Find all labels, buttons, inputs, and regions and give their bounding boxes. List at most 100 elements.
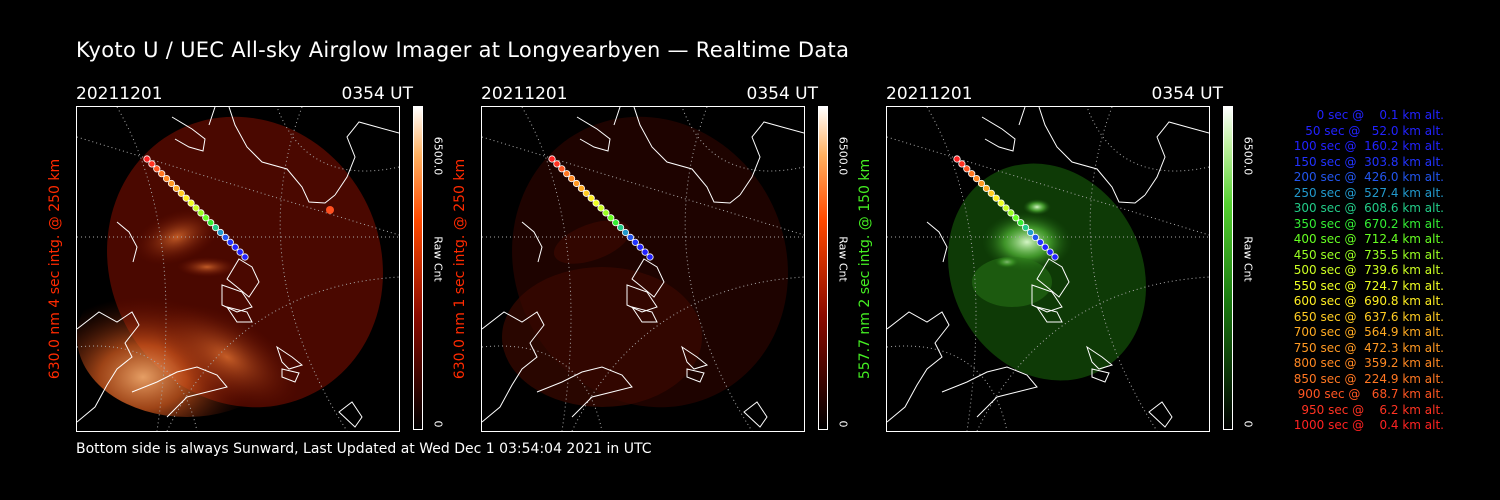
coastline <box>338 401 363 428</box>
track-point <box>997 199 1005 207</box>
coastline <box>221 284 253 313</box>
track-point <box>982 184 991 193</box>
track-point <box>1012 214 1020 222</box>
legend-row: 250 sec @ 527.4 km alt. <box>1289 185 1444 200</box>
allsky-image-canvas <box>887 107 1209 431</box>
track-point <box>973 175 981 183</box>
legend-row: 400 sec @ 712.4 km alt. <box>1289 232 1444 246</box>
trajectory-track <box>953 155 1059 261</box>
track-point <box>1031 233 1039 241</box>
track-point <box>587 194 595 202</box>
graticule-line <box>279 107 348 431</box>
track-point <box>621 228 630 237</box>
track-point <box>558 165 566 173</box>
legend-row: 850 sec @ 224.9 km alt. <box>1289 371 1444 386</box>
map-overlay <box>482 107 804 431</box>
track-point <box>172 184 181 193</box>
track-point <box>1022 224 1030 232</box>
track-point <box>568 175 576 183</box>
coastline <box>521 221 543 263</box>
track-point <box>207 219 215 227</box>
track-point <box>216 228 225 237</box>
coastline <box>1144 121 1209 196</box>
track-point <box>1007 209 1015 217</box>
panel-time: 0354 UT <box>341 84 414 104</box>
track-point <box>626 233 634 241</box>
track-point <box>612 219 620 227</box>
track-point <box>143 155 151 163</box>
track-point <box>563 170 571 178</box>
track-point <box>953 155 961 163</box>
legend-row: 600 sec @ 690.8 km alt. <box>1289 294 1444 308</box>
track-point <box>197 209 205 217</box>
track-point <box>602 209 610 217</box>
panel-channel-label: 630.0 nm 1 sec intg. @ 250 km <box>452 158 468 380</box>
track-point <box>153 165 161 173</box>
track-point <box>1026 228 1035 237</box>
page-title: Kyoto U / UEC All-sky Airglow Imager at … <box>76 38 850 62</box>
graticule-line <box>681 107 804 172</box>
legend-row: 650 sec @ 637.6 km alt. <box>1289 309 1444 324</box>
track-point <box>187 199 195 207</box>
coastline <box>1036 258 1070 298</box>
allsky-image-canvas <box>77 107 399 431</box>
panel-time: 0354 UT <box>1151 84 1224 104</box>
colorbar <box>1223 106 1233 430</box>
track-point <box>221 233 229 241</box>
colorbar-gradient <box>414 107 422 429</box>
legend-row: 300 sec @ 608.6 km alt. <box>1289 201 1444 215</box>
track-point <box>572 179 581 188</box>
coastline <box>686 368 705 383</box>
track-point <box>148 160 156 168</box>
coastline <box>1086 345 1114 370</box>
graticule-line <box>1086 107 1209 172</box>
legend-row: 550 sec @ 724.7 km alt. <box>1289 278 1444 293</box>
footer-status: Bottom side is always Sunward, Last Upda… <box>76 441 652 457</box>
track-point <box>1036 238 1044 246</box>
track-point <box>1002 204 1010 212</box>
coastline <box>613 107 741 204</box>
coastline <box>208 107 336 204</box>
colorbar-gradient <box>819 107 827 429</box>
coastline <box>116 221 138 263</box>
track-point <box>202 214 210 222</box>
graticule-line <box>887 136 1209 236</box>
legend-row: 50 sec @ 52.0 km alt. <box>1297 123 1444 138</box>
track-point <box>636 243 644 251</box>
track-point <box>987 189 995 197</box>
aurora-patch <box>177 257 237 277</box>
track-point <box>241 253 249 261</box>
track-point <box>212 224 220 232</box>
aurora-arc <box>154 304 300 410</box>
coastline <box>576 116 611 152</box>
track-point <box>963 165 971 173</box>
coastline <box>926 221 948 263</box>
legend-row: 1000 sec @ 0.4 km alt. <box>1293 418 1444 432</box>
coastline <box>681 345 709 370</box>
track-point <box>641 248 649 256</box>
graticule-line <box>976 276 1209 431</box>
legend-row: 350 sec @ 670.2 km alt. <box>1289 216 1444 231</box>
legend-row: 200 sec @ 426.0 km alt. <box>1289 170 1444 184</box>
colorbar <box>818 106 828 430</box>
track-point <box>992 194 1000 202</box>
coastline <box>131 366 228 418</box>
legend-row: 900 sec @ 68.7 km alt. <box>1293 387 1444 401</box>
allsky-image <box>481 106 805 432</box>
track-point <box>631 238 639 246</box>
graticule-line <box>571 276 804 431</box>
track-point <box>177 189 185 197</box>
track-point <box>1041 243 1049 251</box>
graticule-line <box>166 276 399 431</box>
track-point <box>553 160 561 168</box>
colorbar-min-label: 0 <box>836 420 850 428</box>
panel-time: 0354 UT <box>746 84 819 104</box>
coastline <box>626 284 658 313</box>
coastline <box>631 258 665 298</box>
legend-row: 100 sec @ 160.2 km alt. <box>1289 139 1444 153</box>
coastline <box>739 121 804 196</box>
allsky-image <box>76 106 400 432</box>
graticule-line <box>684 107 753 431</box>
panel-date: 20211201 <box>76 84 163 104</box>
track-point <box>958 160 966 168</box>
